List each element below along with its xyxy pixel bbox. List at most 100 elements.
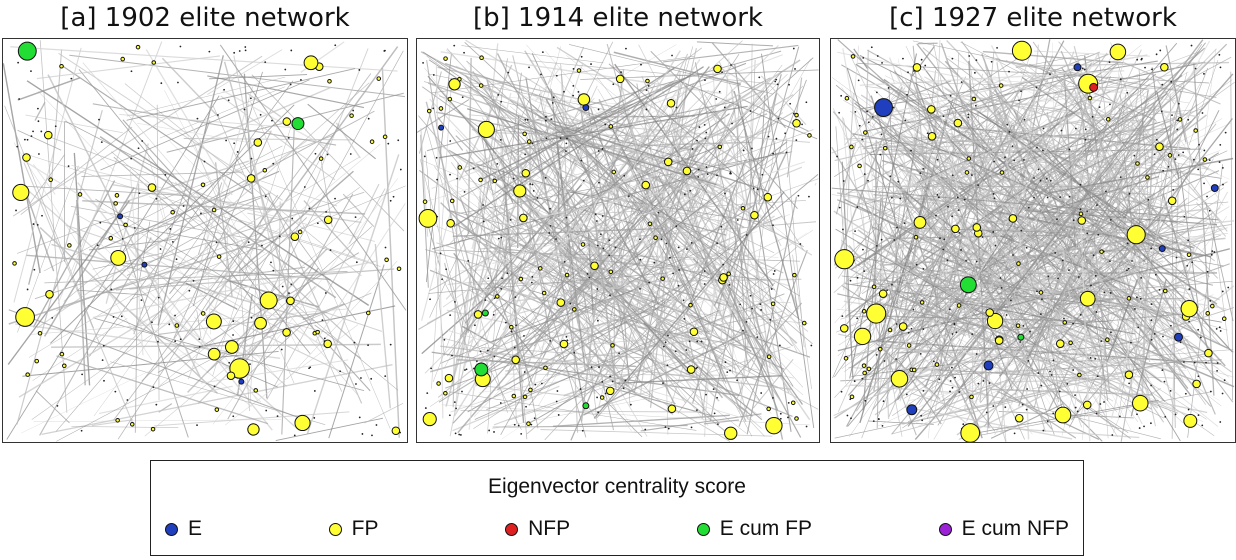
- network-node-minor: [454, 300, 456, 303]
- network-node-minor: [1183, 361, 1185, 363]
- network-node-e-cum-fp: [474, 362, 489, 377]
- network-node-minor: [228, 361, 231, 364]
- network-edge: [432, 61, 557, 382]
- network-node-minor: [168, 323, 171, 326]
- network-node-minor: [272, 269, 275, 272]
- network-node-minor: [776, 83, 779, 86]
- network-edge: [904, 268, 1033, 435]
- network-node-minor: [645, 108, 648, 111]
- network-node-minor: [971, 174, 973, 177]
- network-node-minor: [1128, 382, 1131, 385]
- network-node-minor: [1111, 434, 1114, 436]
- network-node-minor: [920, 414, 923, 417]
- network-edge: [944, 131, 980, 197]
- network-edge: [6, 95, 220, 440]
- network-node-minor: [599, 233, 602, 236]
- network-edge: [220, 95, 336, 181]
- network-node-minor: [557, 414, 560, 416]
- network-node-minor: [1171, 114, 1173, 117]
- network-edge: [982, 50, 1124, 64]
- network-node-fp: [37, 330, 43, 336]
- network-edge: [1155, 90, 1180, 179]
- network-node-minor: [742, 149, 745, 152]
- network-node-fp: [971, 96, 977, 102]
- network-edge: [335, 122, 361, 159]
- network-node-minor: [1074, 394, 1076, 397]
- network-edge: [1110, 42, 1189, 275]
- network-node-minor: [236, 151, 239, 153]
- network-node-minor: [1150, 384, 1153, 387]
- network-node-minor: [289, 83, 292, 86]
- network-edge: [487, 309, 496, 434]
- network-edge: [443, 262, 478, 387]
- network-node-minor: [160, 82, 163, 85]
- network-edge: [481, 347, 649, 359]
- network-node-minor: [449, 140, 452, 142]
- network-node-minor: [250, 316, 253, 319]
- network-node-minor: [389, 199, 392, 202]
- network-node-minor: [975, 353, 978, 355]
- legend-swatch-e: [165, 522, 178, 536]
- network-node-minor: [784, 132, 787, 135]
- network-node-minor: [720, 225, 723, 228]
- network-node-minor: [524, 153, 527, 156]
- network-node-minor: [531, 142, 534, 145]
- network-node-minor: [276, 415, 279, 418]
- network-node-minor: [951, 215, 953, 218]
- network-node-minor: [713, 412, 716, 415]
- network-node-fp: [443, 56, 448, 61]
- network-node-minor: [215, 241, 218, 244]
- network-node-minor: [696, 409, 698, 412]
- network-node-minor: [624, 379, 627, 382]
- network-node-fp: [1183, 413, 1198, 428]
- network-node-minor: [81, 373, 84, 376]
- network-node-minor: [756, 188, 759, 191]
- network-node-fp: [1105, 337, 1110, 342]
- network-node-minor: [1068, 148, 1071, 151]
- network-edge: [686, 159, 746, 313]
- network-edge: [328, 264, 385, 439]
- network-edge: [30, 308, 349, 335]
- network-edge: [892, 391, 1050, 435]
- legend-swatch-nfp: [505, 522, 519, 536]
- network-node-minor: [1079, 313, 1082, 316]
- network-edge: [765, 162, 775, 169]
- network-edge: [196, 310, 202, 338]
- network-edge: [17, 77, 81, 101]
- network-node-minor: [497, 94, 500, 96]
- network-node-minor: [23, 138, 26, 141]
- network-edge: [890, 63, 1080, 235]
- network-node-fp: [580, 242, 586, 247]
- network-edge: [212, 178, 399, 425]
- network-node-minor: [1019, 341, 1022, 343]
- network-node-minor: [121, 238, 124, 240]
- network-node-minor: [426, 392, 429, 395]
- network-node-minor: [1049, 73, 1051, 76]
- network-node-minor: [745, 234, 748, 236]
- network-node-fp: [216, 254, 222, 259]
- network-node-fp: [1068, 340, 1073, 346]
- network-edge: [1003, 392, 1026, 440]
- network-edge: [303, 200, 356, 258]
- network-node-minor: [664, 426, 667, 428]
- network-node-minor: [1187, 239, 1190, 242]
- network-node-minor: [618, 352, 620, 355]
- network-edge: [692, 258, 710, 276]
- network-node-minor: [325, 210, 327, 213]
- network-edge: [696, 195, 792, 311]
- network-edge: [56, 355, 269, 425]
- network-node-fp: [1193, 128, 1198, 133]
- network-edge: [891, 111, 933, 186]
- network-edge: [156, 196, 175, 259]
- network-node-minor: [921, 419, 924, 422]
- network-node-minor: [919, 352, 922, 355]
- network-node-minor: [1219, 421, 1222, 423]
- network-edge: [183, 138, 355, 141]
- network-edge: [676, 40, 743, 100]
- network-node-minor: [1131, 260, 1133, 262]
- network-node-minor: [523, 371, 526, 373]
- network-node-minor: [1029, 330, 1031, 333]
- network-node-minor: [1221, 166, 1224, 169]
- network-edge: [32, 163, 56, 195]
- network-node-minor: [775, 137, 778, 140]
